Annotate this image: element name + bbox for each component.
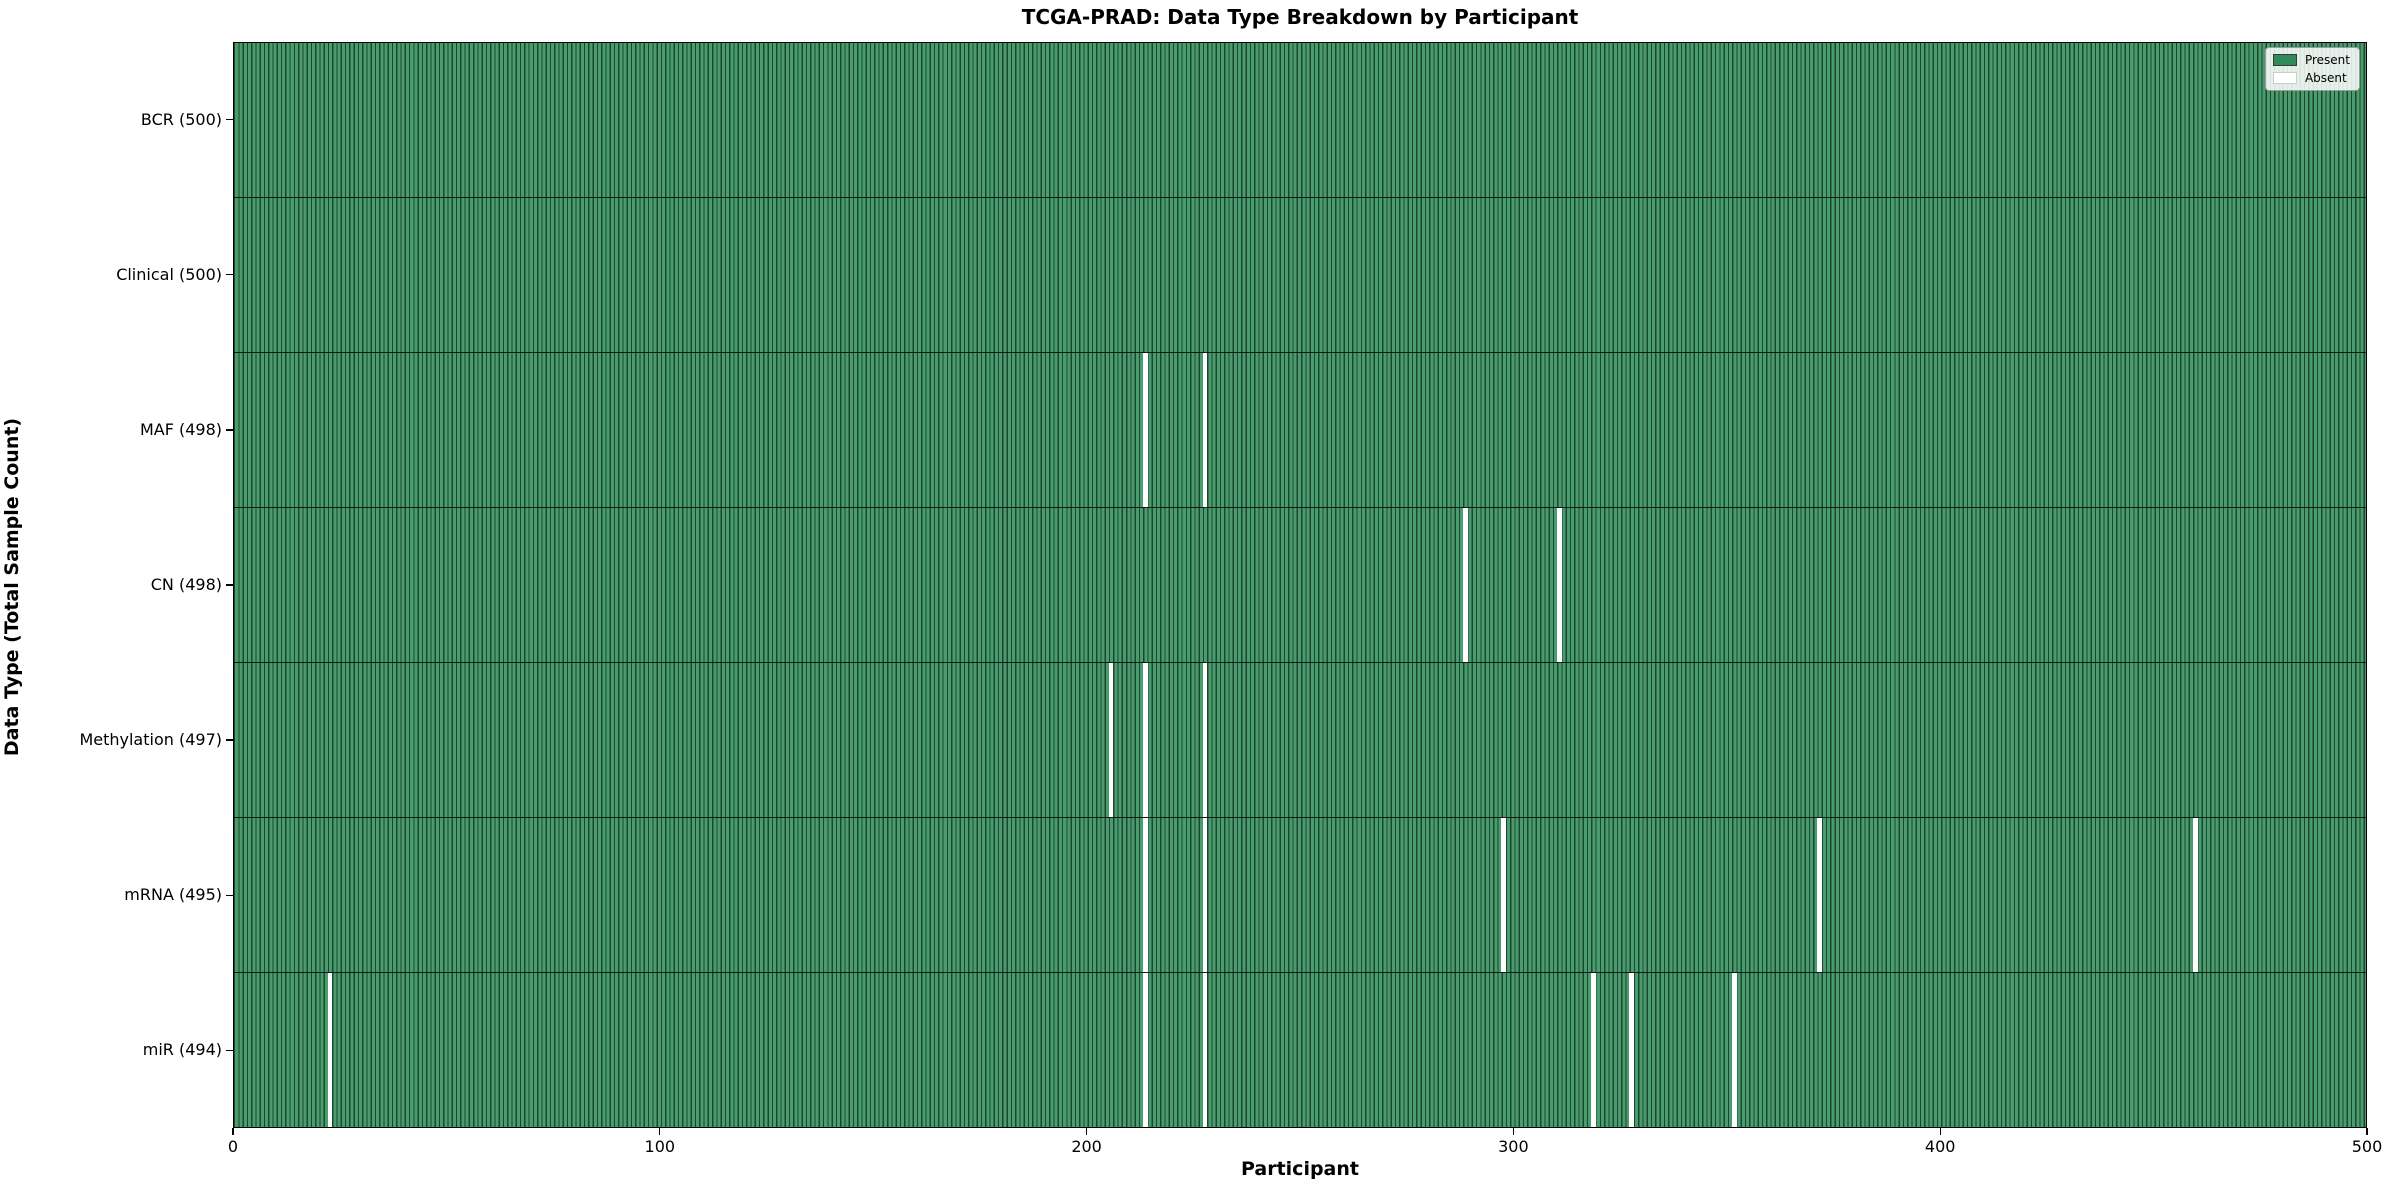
legend-swatch-absent (2272, 72, 2297, 84)
xtick-mark (2366, 1128, 2368, 1135)
absent-bar-cn-288 (1462, 508, 1468, 662)
plot-area: Present Absent (233, 42, 2367, 1128)
absent-bar-mir-318 (1590, 973, 1596, 1127)
xtick-label-500: 500 (2351, 1137, 2383, 1156)
row-cn (234, 508, 2366, 663)
ytick-mark (226, 894, 233, 896)
absent-bar-mir-22 (327, 973, 333, 1127)
xtick-label-100: 100 (644, 1137, 676, 1156)
ytick-mark (226, 429, 233, 431)
row-bcr (234, 43, 2366, 198)
ytick-label-maf: MAF (498) (139, 419, 222, 439)
xtick-label-400: 400 (1924, 1137, 1956, 1156)
xtick-label-200: 200 (1071, 1137, 1102, 1156)
xtick-label-300: 300 (1498, 1137, 1529, 1156)
absent-bar-mir-227 (1202, 973, 1208, 1127)
ytick-label-cn: CN (498) (150, 575, 222, 594)
legend: Present Absent (2264, 47, 2360, 91)
absent-bar-methylation-227 (1202, 663, 1208, 817)
absent-bar-methylation-205 (1108, 663, 1114, 817)
ytick-label-clinical: Clinical (500) (116, 264, 222, 284)
ytick-label-mrna: mRNA (495) (124, 885, 222, 905)
ytick-mark (226, 739, 233, 741)
xtick-mark (1512, 1128, 1515, 1135)
absent-bar-mir-351 (1731, 973, 1737, 1127)
absent-bar-mir-213 (1142, 973, 1148, 1127)
heatmap-rows (234, 43, 2366, 1127)
ytick-label-mir: miR (494) (142, 1040, 222, 1060)
absent-bar-mir-327 (1629, 973, 1635, 1127)
xtick-mark (232, 1128, 234, 1135)
ytick-label-bcr: BCR (500) (140, 109, 222, 129)
ytick-mark (226, 274, 233, 276)
row-mir (234, 973, 2366, 1127)
row-methylation (234, 663, 2366, 818)
row-clinical (234, 198, 2366, 353)
absent-bar-maf-227 (1202, 353, 1208, 507)
ytick-mark (226, 1049, 233, 1052)
chart-title: TCGA-PRAD: Data Type Breakdown by Partic… (1021, 5, 1579, 29)
legend-entry-present: Present (2272, 53, 2350, 67)
absent-bar-mrna-213 (1142, 818, 1148, 972)
legend-entry-absent: Absent (2272, 71, 2350, 85)
absent-bar-mrna-459 (2192, 818, 2198, 972)
absent-bar-maf-213 (1142, 353, 1148, 507)
absent-bar-cn-310 (1556, 508, 1562, 662)
ytick-label-methylation: Methylation (497) (79, 730, 222, 750)
legend-label-present: Present (2304, 53, 2350, 67)
xtick-label-0: 0 (227, 1137, 239, 1156)
xtick-mark (1085, 1128, 1088, 1135)
xtick-mark (1939, 1128, 1941, 1135)
absent-bar-mrna-297 (1501, 818, 1507, 972)
row-maf (234, 353, 2366, 508)
legend-swatch-present (2272, 54, 2297, 66)
legend-label-absent: Absent (2304, 71, 2347, 85)
absent-bar-mrna-371 (1817, 818, 1822, 972)
row-mrna (234, 818, 2366, 973)
absent-bar-mrna-227 (1202, 818, 1208, 972)
absent-bar-methylation-213 (1142, 663, 1148, 817)
x-axis-label: Participant (1240, 1158, 1359, 1180)
xtick-mark (659, 1128, 661, 1135)
ytick-mark (226, 584, 233, 586)
ytick-mark (226, 118, 233, 121)
